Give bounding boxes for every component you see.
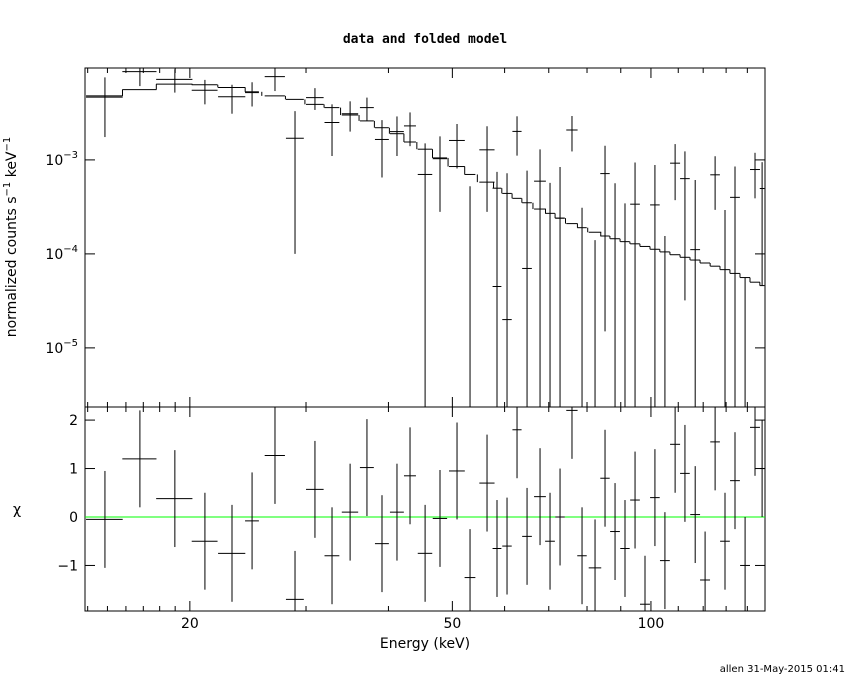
x-axis-label: Energy (keV) — [380, 636, 470, 652]
y-tick-label: 1 — [69, 462, 78, 478]
y-axis-label-exponent: −1 — [2, 182, 13, 197]
y-tick-label: 10−5 — [45, 338, 78, 357]
x-tick-label: 20 — [181, 616, 199, 632]
y-tick-label-exponent: −3 — [63, 150, 78, 161]
y-tick-label: −1 — [57, 558, 78, 574]
x-tick-label: 50 — [443, 616, 461, 632]
x-tick-label: 100 — [638, 616, 665, 632]
y-axis-label-part: keV — [4, 151, 20, 182]
y-tick-label-exponent: −5 — [63, 338, 78, 349]
y-tick-label: 10−3 — [45, 150, 78, 169]
y-tick-label-base: 10 — [45, 341, 63, 357]
y-tick-label-exponent: −4 — [63, 244, 78, 255]
y-axis-label-exponent: −1 — [2, 137, 13, 152]
footer: allen 31-May-2015 01:41 — [720, 664, 845, 675]
y-tick-label-base: 10 — [45, 247, 63, 263]
y-tick-label: 2 — [69, 413, 78, 429]
y-tick-label: 10−4 — [45, 244, 78, 263]
y-axis-label: normalized counts s−1 keV−1 — [2, 137, 20, 338]
y-tick-label-base: 10 — [45, 153, 63, 169]
y-axis-label-part: normalized counts s — [4, 196, 20, 337]
y-tick-label: 0 — [69, 510, 78, 526]
chart-title: data and folded model — [343, 32, 507, 47]
y-axis-label: χ — [13, 502, 21, 518]
